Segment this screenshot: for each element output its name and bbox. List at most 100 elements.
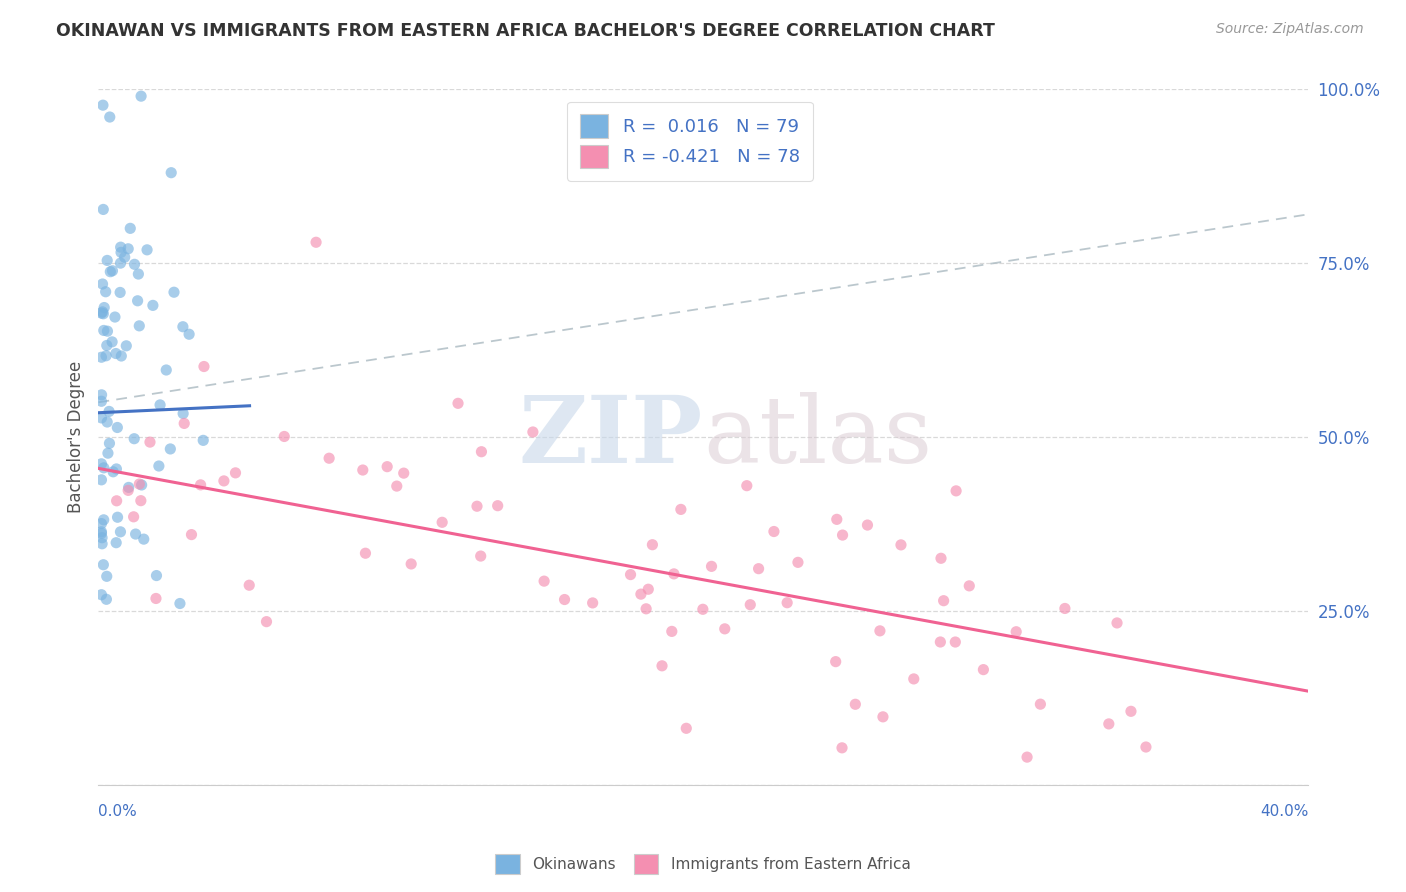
Point [90,411,112,425]
Point [96,415,118,429]
Point [787,555,810,569]
Point [1005,624,1028,639]
Point [932,593,955,607]
Point [90,457,112,471]
Point [129,89,152,103]
Point [844,698,866,712]
Point [305,235,328,250]
Point [97,446,120,460]
Point [127,267,149,281]
Point [110,245,132,260]
Point [929,551,952,566]
Point [651,658,673,673]
Point [120,221,142,235]
Point [554,592,576,607]
Point [105,462,128,476]
Point [831,740,853,755]
Point [117,483,139,498]
Point [352,463,374,477]
Text: 40.0%: 40.0% [1261,805,1309,819]
Point [399,557,422,571]
Point [98,436,121,450]
Point [533,574,555,589]
Point [117,242,139,256]
Point [91,305,114,319]
Point [582,596,605,610]
Point [105,420,128,434]
Point [735,478,758,492]
Point [127,293,149,308]
Point [110,524,132,539]
Point [110,240,132,254]
Point [93,301,115,315]
Point [98,404,121,418]
Point [1029,697,1052,711]
Point [104,346,127,360]
Point [90,394,112,409]
Point [713,622,735,636]
Point [114,250,136,264]
Point [700,559,723,574]
Point [91,531,114,545]
Point [762,524,785,539]
Point [169,597,191,611]
Point [824,655,846,669]
Point [890,538,912,552]
Point [96,324,118,338]
Point [929,635,952,649]
Text: atlas: atlas [703,392,932,482]
Point [101,465,124,479]
Point [101,334,124,349]
Text: 0.0%: 0.0% [98,805,138,819]
Point [98,265,121,279]
Point [256,615,278,629]
Point [142,298,165,312]
Point [1053,601,1076,615]
Point [110,256,132,270]
Point [470,444,492,458]
Point [354,546,377,560]
Point [132,532,155,546]
Point [90,516,112,531]
Point [96,569,118,583]
Legend: Okinawans, Immigrants from Eastern Africa: Okinawans, Immigrants from Eastern Afric… [489,848,917,880]
Point [90,350,112,364]
Point [96,338,118,352]
Point [131,478,153,492]
Point [122,432,145,446]
Text: ZIP: ZIP [519,392,703,482]
Point [148,458,170,473]
Point [486,499,509,513]
Text: OKINAWAN VS IMMIGRANTS FROM EASTERN AFRICA BACHELOR'S DEGREE CORRELATION CHART: OKINAWAN VS IMMIGRANTS FROM EASTERN AFRI… [56,22,995,40]
Point [375,459,398,474]
Point [128,318,150,333]
Point [430,516,453,530]
Point [108,285,131,300]
Point [273,429,295,443]
Point [1098,717,1121,731]
Point [93,323,115,337]
Point [522,425,544,439]
Point [118,480,141,494]
Point [903,672,925,686]
Point [692,602,714,616]
Point [90,526,112,541]
Point [1135,739,1157,754]
Point [470,549,492,563]
Y-axis label: Bachelor's Degree: Bachelor's Degree [66,361,84,513]
Point [136,243,159,257]
Point [869,624,891,638]
Point [91,98,114,112]
Point [172,407,194,421]
Point [190,478,212,492]
Point [91,307,114,321]
Point [105,535,128,549]
Point [160,166,183,180]
Point [1119,704,1142,718]
Point [465,500,488,514]
Point [93,460,115,475]
Point [159,442,181,456]
Point [98,110,121,124]
Point [145,591,167,606]
Point [212,474,235,488]
